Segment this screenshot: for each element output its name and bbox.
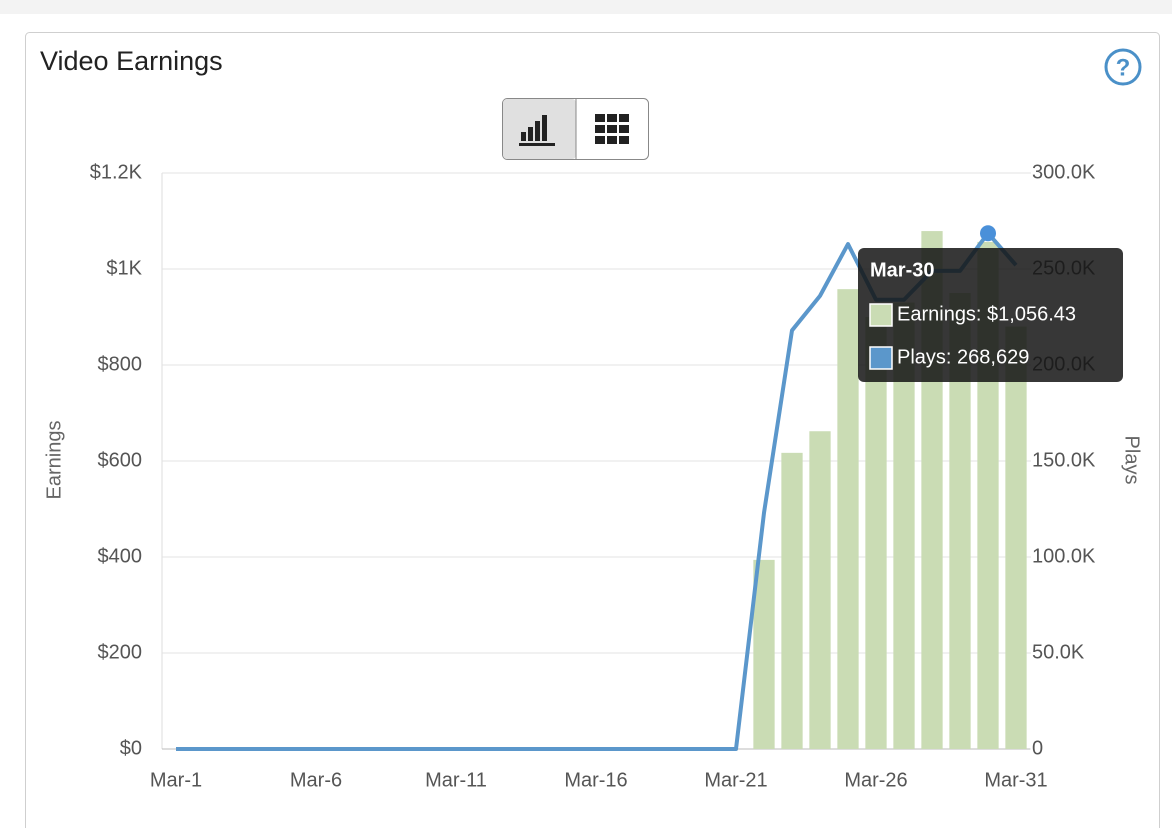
- bar: [893, 302, 915, 749]
- help-icon: ?: [1116, 54, 1131, 81]
- tooltip: Mar-30 Earnings: $1,056.43 Plays: 268,629: [858, 248, 1123, 382]
- help-button[interactable]: ?: [1104, 48, 1142, 86]
- bar: [949, 293, 971, 749]
- tooltip-box: [858, 248, 1123, 382]
- y2-tick-label: 50.0K: [1032, 641, 1085, 663]
- tooltip-swatch: [869, 303, 893, 327]
- y2-tick-label: 100.0K: [1032, 545, 1096, 567]
- y2-tick-label: 300.0K: [1032, 161, 1096, 183]
- table-icon[interactable]: [595, 114, 629, 144]
- bar: [837, 289, 859, 749]
- y-tick-label: $0: [120, 737, 142, 759]
- x-tick-label: Mar-6: [290, 769, 342, 791]
- y-axis-title: Earnings: [43, 421, 65, 500]
- tooltip-row: Earnings: $1,056.43: [897, 303, 1076, 325]
- y2-tick-label: 150.0K: [1032, 449, 1096, 471]
- help-circle: [1104, 48, 1142, 86]
- bar: [865, 317, 887, 749]
- bar: [753, 559, 775, 749]
- x-tick-label: Mar-31: [984, 769, 1047, 791]
- chart-icon: [519, 115, 555, 146]
- x-tick-label: Mar-26: [844, 769, 907, 791]
- x-tick-label: Mar-1: [150, 769, 202, 791]
- y-tick-label: $400: [98, 545, 143, 567]
- y-tick-label: $600: [98, 449, 143, 471]
- y-tick-label: $1K: [106, 257, 142, 279]
- y-tick-label: $200: [98, 641, 143, 663]
- tooltip-swatch: [869, 346, 893, 370]
- x-tick-label: Mar-16: [564, 769, 627, 791]
- tooltip-row: Plays: 268,629: [897, 346, 1029, 368]
- y-tick-label: $800: [98, 353, 143, 375]
- view-toggle: [502, 98, 649, 160]
- y2-axis-title: Plays: [1121, 436, 1143, 485]
- top-bar: [0, 0, 1172, 14]
- y-tick-label: $1.2K: [90, 161, 143, 183]
- x-tick-label: Mar-21: [704, 769, 767, 791]
- bar: [809, 431, 831, 749]
- y2-tick-label: 0: [1032, 737, 1043, 759]
- hover-point: [980, 225, 996, 242]
- bar: [781, 452, 803, 749]
- chart-title: Video Earnings: [40, 46, 223, 76]
- x-tick-label: Mar-11: [425, 769, 487, 791]
- tooltip-title: Mar-30: [870, 259, 934, 281]
- bar: [1005, 326, 1027, 749]
